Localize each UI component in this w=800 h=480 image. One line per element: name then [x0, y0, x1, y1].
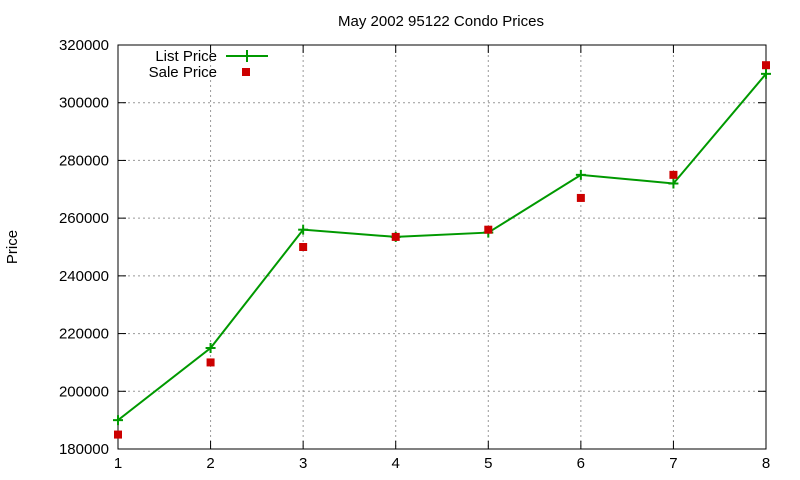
sale-price-point [114, 430, 122, 439]
sale-price-point [206, 358, 215, 367]
series [113, 61, 771, 439]
sale-price-point [576, 193, 585, 202]
chart-title: May 2002 95122 Condo Prices [338, 13, 544, 30]
y-tick-label: 280000 [59, 152, 109, 169]
grid [118, 45, 766, 449]
x-tick-label: 6 [577, 455, 585, 472]
y-tick-label: 300000 [59, 95, 109, 112]
sale-price-point [391, 232, 400, 241]
list-price-point [761, 68, 771, 79]
y-tick-labels: 180000 200000 220000 240000 260000 280000 3000… [59, 37, 109, 458]
y-tick-label: 220000 [59, 326, 109, 343]
list-price-point [668, 178, 679, 189]
legend-label-sale-price: Sale Price [149, 64, 217, 81]
x-tick-label: 5 [484, 455, 492, 472]
y-axis-label: Price [4, 230, 21, 264]
y-tick-label: 260000 [59, 210, 109, 227]
legend-label-list-price: List Price [155, 48, 217, 65]
sale-price-point [484, 225, 493, 234]
legend-marker-list-price [241, 50, 253, 62]
legend-marker-sale-price [242, 68, 250, 76]
sale-price-point [669, 170, 678, 179]
x-tick-label: 4 [392, 455, 400, 472]
x-tick-labels: 1 2 3 4 5 6 7 8 [114, 455, 770, 472]
y-tick-label: 200000 [59, 383, 109, 400]
y-tick-label: 180000 [59, 441, 109, 458]
y-tick-label: 240000 [59, 268, 109, 285]
list-price-point [113, 415, 123, 426]
y-tick-label: 320000 [59, 37, 109, 54]
list-price-line [117, 73, 767, 421]
sale-price-point [762, 61, 770, 70]
x-tick-label: 7 [669, 455, 677, 472]
x-tick-label: 2 [206, 455, 214, 472]
sale-price-point [299, 243, 308, 251]
x-tick-label: 3 [299, 455, 307, 472]
tick-marks [117, 44, 767, 450]
list-price-point [205, 343, 216, 353]
x-tick-label: 8 [762, 455, 770, 472]
list-price-point [575, 169, 586, 180]
list-price-point [298, 224, 309, 235]
x-tick-label: 1 [114, 455, 122, 472]
legend: List Price Sale Price [149, 48, 268, 81]
plot-frame [117, 44, 767, 450]
